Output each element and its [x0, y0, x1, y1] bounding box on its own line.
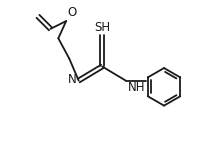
Text: SH: SH — [94, 21, 110, 34]
Text: O: O — [67, 6, 76, 19]
Text: NH: NH — [128, 81, 145, 94]
Text: N: N — [68, 73, 76, 86]
